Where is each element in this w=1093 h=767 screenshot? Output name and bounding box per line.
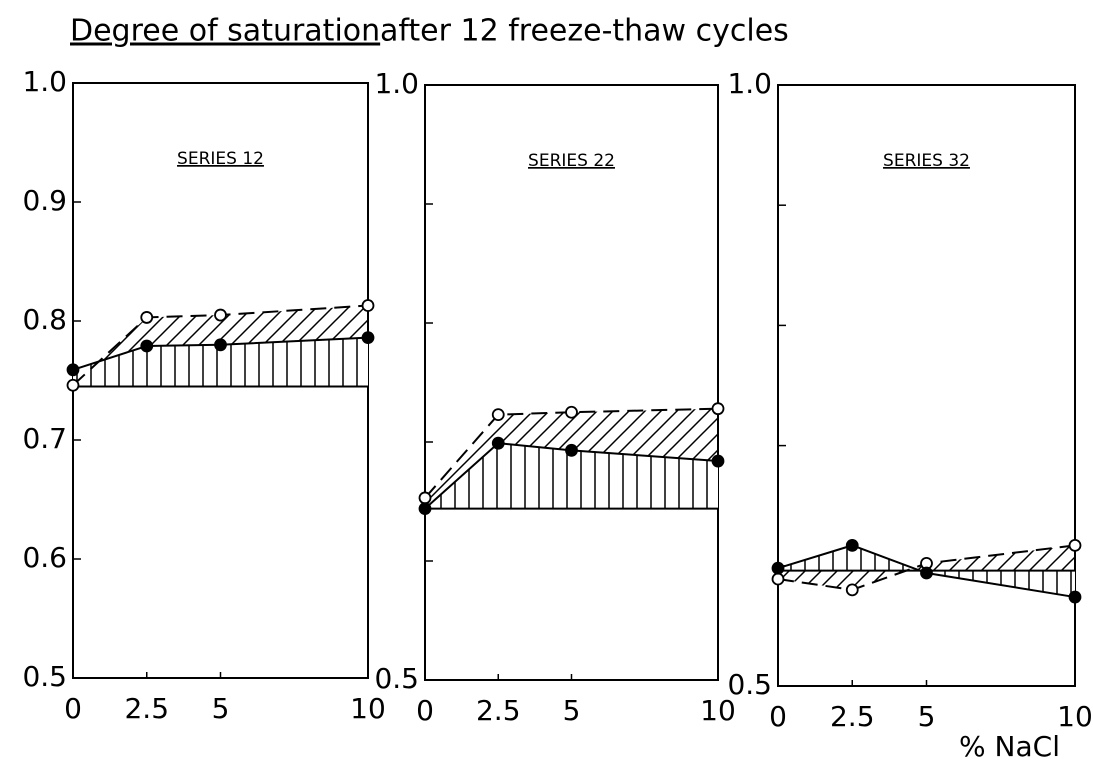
y-tick-label: 1.0: [22, 65, 67, 98]
panel-subtitle: SERIES 22: [528, 151, 615, 171]
data-point: [491, 408, 505, 422]
x-tick-label: 2.5: [124, 692, 169, 725]
x-tick-label: 5: [563, 694, 581, 727]
series-line: [777, 544, 1076, 599]
x-tick-label: 0: [416, 694, 434, 727]
data-point: [920, 566, 933, 580]
data-point: [361, 331, 375, 345]
y-tick-label: 0.5: [727, 668, 772, 701]
series-line: [72, 336, 369, 371]
data-point: [845, 538, 859, 552]
y-tick-label: 1.0: [374, 67, 419, 100]
data-point: [140, 339, 154, 353]
series-line: [777, 544, 1076, 591]
panel-frame: [424, 84, 719, 681]
series-line: [72, 304, 369, 386]
x-axis-label: % NaCl: [959, 730, 1060, 763]
data-point: [711, 454, 725, 468]
data-point: [771, 561, 785, 575]
data-point: [214, 338, 227, 352]
x-tick-label: 0: [769, 700, 787, 733]
x-tick-label: 2.5: [476, 694, 521, 727]
y-tick-label: 0.8: [22, 303, 67, 336]
data-point: [771, 572, 785, 586]
data-point: [361, 299, 375, 312]
x-tick-label: 0: [64, 692, 82, 725]
x-tick-label: 10: [1057, 700, 1093, 733]
hatched-area: [425, 443, 718, 509]
panel-subtitle: SERIES 32: [883, 151, 970, 171]
panel-subtitle: SERIES 12: [177, 149, 264, 169]
data-point: [1068, 590, 1082, 604]
x-tick-label: 10: [350, 692, 386, 725]
title-rest: after 12 freeze-thaw cycles: [380, 14, 789, 49]
data-point: [66, 363, 80, 377]
data-point: [565, 405, 578, 419]
y-tick-label: 0.7: [22, 422, 67, 455]
y-tick-label: 0.5: [374, 662, 419, 695]
data-point: [66, 378, 80, 392]
y-tick-label: 1.0: [727, 67, 772, 100]
series-line: [424, 442, 719, 510]
x-tick-label: 5: [212, 692, 230, 725]
x-tick-label: 10: [700, 694, 736, 727]
y-tick-label: 0.5: [22, 660, 67, 693]
data-point: [418, 491, 432, 505]
y-tick-label: 0.9: [22, 184, 67, 217]
title-underlined: Degree of saturation: [70, 14, 380, 49]
y-tick-label: 0.6: [22, 541, 67, 574]
x-tick-label: 5: [918, 700, 936, 733]
x-tick-label: 2.5: [830, 700, 875, 733]
data-point: [1068, 538, 1082, 552]
panel-frame: [777, 84, 1076, 687]
data-point: [711, 402, 725, 416]
data-point: [140, 311, 154, 324]
data-point: [214, 308, 227, 322]
series-line: [424, 407, 719, 499]
data-point: [418, 502, 432, 516]
data-point: [845, 583, 859, 597]
data-point: [565, 443, 578, 457]
data-point: [491, 436, 505, 450]
